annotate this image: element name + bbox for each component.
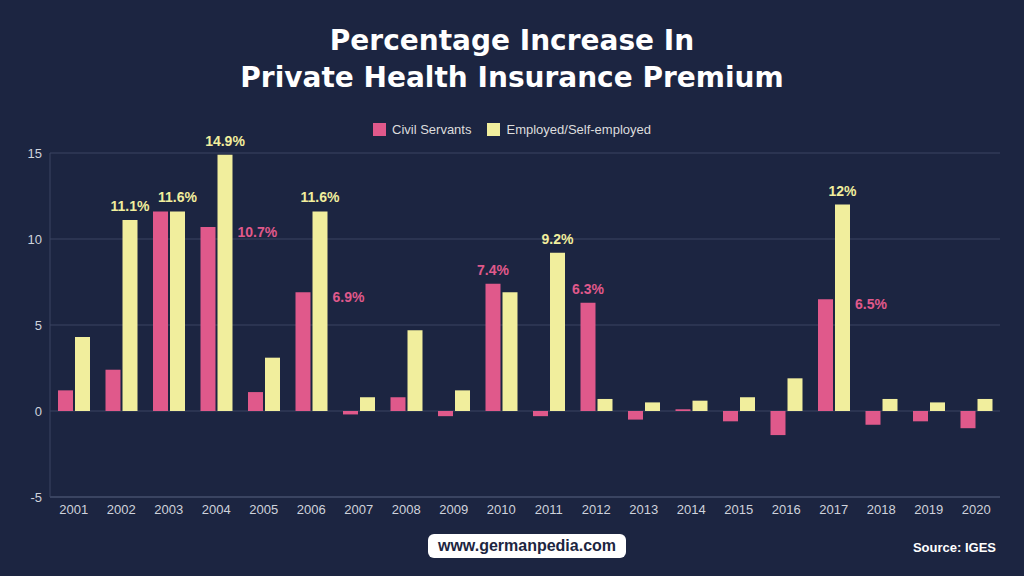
svg-text:2010: 2010	[487, 502, 516, 517]
svg-text:10.7%: 10.7%	[238, 224, 278, 240]
svg-text:5: 5	[35, 318, 42, 333]
svg-text:2011: 2011	[535, 502, 563, 517]
svg-text:2020: 2020	[962, 502, 991, 517]
html-text:Employed/Self-employed: Employed/Self-employed	[506, 122, 651, 137]
svg-text:11.6%: 11.6%	[301, 189, 340, 205]
html-text:Percentage Increase In Private: Percentage Increase In Private Health In…	[240, 24, 784, 94]
svg-text:2013: 2013	[629, 502, 658, 517]
svg-text:2014: 2014	[677, 502, 706, 517]
svg-text:15: 15	[28, 146, 42, 161]
svg-text:6.3%: 6.3%	[572, 281, 604, 297]
html-text:Source: IGES: Source: IGES	[912, 540, 996, 555]
svg-text:2019: 2019	[914, 502, 943, 517]
svg-text:14.9%: 14.9%	[205, 133, 245, 149]
svg-text:11.1%: 11.1%	[111, 198, 150, 214]
svg-text:2017: 2017	[819, 502, 848, 517]
svg-text:-5: -5	[30, 490, 42, 505]
svg-text:2012: 2012	[582, 502, 611, 517]
svg-text:2003: 2003	[154, 502, 183, 517]
svg-text:12%: 12%	[828, 183, 857, 199]
svg-text:2006: 2006	[297, 502, 326, 517]
svg-text:2018: 2018	[867, 502, 896, 517]
svg-text:7.4%: 7.4%	[477, 262, 509, 278]
svg-text:2016: 2016	[772, 502, 801, 517]
svg-text:2001: 2001	[59, 502, 88, 517]
svg-text:11.6%: 11.6%	[158, 189, 197, 205]
svg-text:2008: 2008	[392, 502, 421, 517]
svg-text:6.9%: 6.9%	[333, 289, 365, 305]
svg-text:2015: 2015	[724, 502, 753, 517]
svg-text:2005: 2005	[249, 502, 278, 517]
svg-text:10: 10	[28, 232, 42, 247]
svg-text:2007: 2007	[344, 502, 373, 517]
svg-text:2004: 2004	[202, 502, 231, 517]
svg-text:2002: 2002	[107, 502, 136, 517]
html-text:Civil Servants: Civil Servants	[392, 122, 472, 137]
html-text:www.germanpedia.com: www.germanpedia.com	[437, 537, 617, 554]
svg-text:9.2%: 9.2%	[542, 231, 574, 247]
svg-text:0: 0	[35, 404, 42, 419]
svg-text:2009: 2009	[439, 502, 468, 517]
svg-text:6.5%: 6.5%	[855, 296, 887, 312]
